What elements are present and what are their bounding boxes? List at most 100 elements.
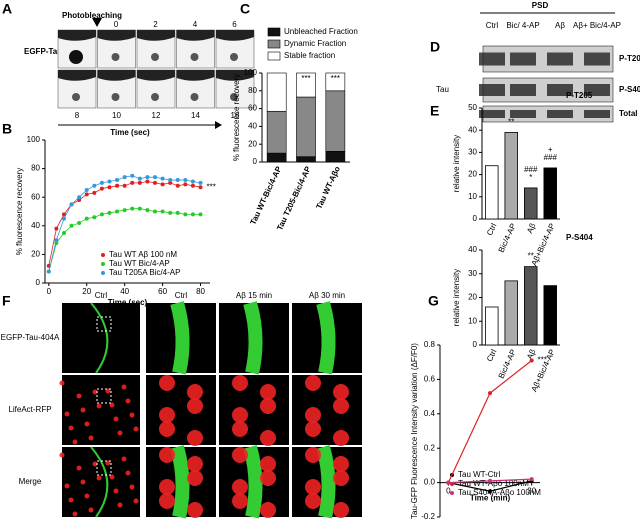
point <box>488 489 492 494</box>
spine <box>260 430 276 446</box>
image-content <box>216 70 254 81</box>
spine <box>88 507 94 513</box>
spine <box>96 475 102 481</box>
spine <box>333 430 349 446</box>
bar <box>524 266 538 346</box>
spine <box>129 412 135 418</box>
bleach-arrow <box>92 18 102 27</box>
label: EGFP-Tau-404A <box>1 333 60 342</box>
label: ** <box>508 118 514 127</box>
label: Ctrl <box>485 348 499 363</box>
label: ### <box>544 153 558 162</box>
spine <box>260 398 276 414</box>
point <box>168 180 173 185</box>
point <box>183 212 188 217</box>
band <box>510 84 536 96</box>
image-content <box>111 93 120 101</box>
label: 0.8 <box>424 340 436 349</box>
point <box>160 176 165 181</box>
micrograph <box>62 375 140 445</box>
micrograph <box>62 303 140 373</box>
point <box>130 180 135 185</box>
image-content <box>72 93 80 101</box>
bar-segment <box>325 151 346 163</box>
dendrite <box>243 445 263 519</box>
spine <box>76 465 82 471</box>
label: 100 <box>27 135 41 144</box>
label: Ctrl <box>95 291 108 300</box>
bar <box>543 167 557 220</box>
spine <box>333 470 349 486</box>
band <box>547 110 573 118</box>
label: 0 <box>473 214 478 223</box>
point <box>529 477 534 482</box>
spine <box>260 470 276 486</box>
point <box>153 209 157 214</box>
label: A <box>2 1 12 17</box>
label: Aβ <box>555 21 565 30</box>
image-content <box>230 53 238 61</box>
label: Tau-GFP Fluorescence Intensity variation… <box>410 343 419 519</box>
image-content <box>111 53 120 61</box>
point <box>115 183 120 188</box>
bar <box>485 165 499 220</box>
band <box>510 110 536 118</box>
image-content <box>176 70 215 81</box>
legend-marker <box>101 271 105 275</box>
image-content <box>69 50 83 64</box>
spine <box>92 389 98 395</box>
label: 8 <box>75 111 80 120</box>
dendrite <box>316 301 336 375</box>
dendrite <box>170 301 190 375</box>
spine <box>159 421 175 437</box>
image-content <box>58 70 96 81</box>
image-content <box>97 70 136 81</box>
point <box>122 208 127 213</box>
label: *** <box>538 356 547 365</box>
band <box>584 52 610 66</box>
image-content <box>137 70 175 81</box>
point <box>107 185 112 190</box>
label: 0.2 <box>424 443 436 452</box>
label: 20 <box>468 170 477 179</box>
label: 0.0 <box>424 478 436 487</box>
spine <box>232 447 248 463</box>
label: -0.2 <box>421 512 435 521</box>
label: 20 <box>248 139 257 148</box>
spine <box>72 511 78 517</box>
spine <box>159 407 175 423</box>
spine <box>125 398 131 404</box>
point <box>99 186 104 191</box>
micrograph <box>62 447 140 517</box>
point <box>145 208 150 213</box>
spine <box>260 456 276 472</box>
spine <box>64 483 70 489</box>
spine <box>333 384 349 400</box>
spine <box>232 421 248 437</box>
label: P-S404 <box>619 85 640 94</box>
point <box>183 182 188 187</box>
image-content <box>137 30 175 41</box>
spine <box>92 461 98 467</box>
bar <box>543 285 557 346</box>
roi <box>96 460 112 476</box>
dendrite <box>90 446 109 518</box>
spine <box>84 493 90 499</box>
label: 80 <box>31 164 40 173</box>
micrograph <box>219 375 289 445</box>
point <box>99 212 104 217</box>
spine <box>260 502 276 518</box>
label: Ctrl <box>486 21 499 30</box>
point <box>198 185 203 190</box>
point <box>77 195 82 200</box>
point <box>107 179 112 184</box>
spine <box>232 375 248 391</box>
label: Aβ <box>525 348 538 361</box>
bar <box>504 132 518 220</box>
label: Ctrl <box>485 222 499 237</box>
label: 16 <box>231 111 240 120</box>
arrow-head <box>215 121 222 129</box>
image-content <box>230 93 238 101</box>
point <box>198 180 203 185</box>
